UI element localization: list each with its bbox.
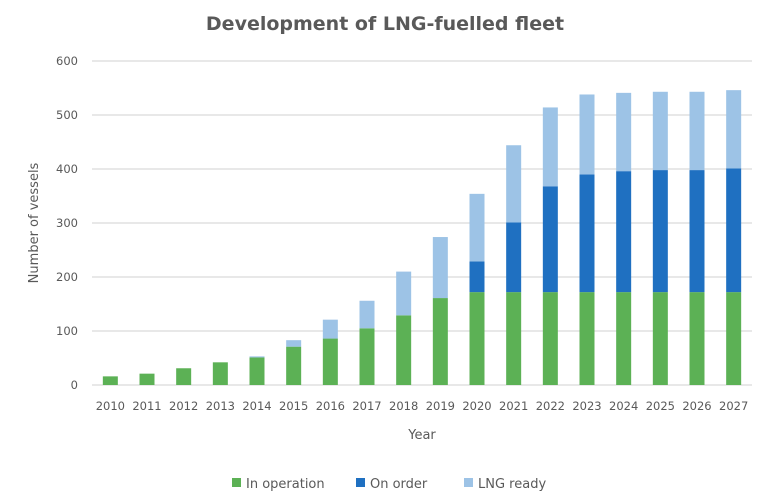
y-tick-label: 500	[56, 108, 78, 122]
x-tick-label: 2010	[96, 399, 125, 413]
bar-in-operation-2010	[102, 376, 118, 385]
y-tick-label: 300	[56, 216, 78, 230]
bar-in-operation-2017	[359, 328, 375, 385]
x-tick-label: 2016	[316, 399, 345, 413]
bar-in-operation-2018	[396, 315, 412, 385]
y-axis-label: Number of vessels	[27, 162, 42, 283]
legend-swatch-in-operation	[232, 478, 241, 487]
x-tick-label: 2024	[609, 399, 638, 413]
legend-label: In operation	[246, 477, 325, 492]
bar-lng-ready-2019	[432, 237, 448, 299]
bar-on-order-2023	[579, 174, 595, 293]
x-tick-label: 2020	[462, 399, 491, 413]
bar-lng-ready-2026	[689, 91, 705, 171]
y-tick-label: 400	[56, 162, 78, 176]
bar-lng-ready-2024	[616, 92, 632, 172]
bar-in-operation-2013	[212, 362, 228, 385]
bar-lng-ready-2027	[726, 90, 742, 169]
y-tick-label: 200	[56, 270, 78, 284]
bar-in-operation-2014	[249, 357, 265, 385]
bar-lng-ready-2015	[286, 340, 302, 347]
y-tick-label: 600	[56, 54, 78, 68]
bar-lng-ready-2025	[652, 91, 668, 171]
bar-lng-ready-2021	[506, 145, 522, 223]
bar-lng-ready-2023	[579, 94, 595, 175]
bar-lng-ready-2014	[249, 356, 265, 358]
x-tick-label: 2026	[682, 399, 711, 413]
legend-label: LNG ready	[478, 477, 546, 492]
x-tick-label: 2017	[352, 399, 381, 413]
x-tick-label: 2025	[646, 399, 675, 413]
bar-on-order-2020	[469, 261, 485, 293]
x-tick-label: 2013	[206, 399, 235, 413]
bar-lng-ready-2017	[359, 300, 375, 329]
bar-in-operation-2016	[322, 338, 338, 385]
bar-on-order-2025	[652, 170, 668, 293]
bar-in-operation-2011	[139, 373, 155, 385]
bar-in-operation-2022	[542, 292, 558, 385]
x-tick-label: 2018	[389, 399, 418, 413]
bar-in-operation-2027	[726, 292, 742, 385]
bar-in-operation-2023	[579, 292, 595, 385]
bar-lng-ready-2018	[396, 271, 412, 316]
legend-label: On order	[370, 477, 428, 492]
x-tick-label: 2021	[499, 399, 528, 413]
x-tick-label: 2015	[279, 399, 308, 413]
x-tick-label: 2019	[426, 399, 455, 413]
bar-in-operation-2021	[506, 292, 522, 385]
bar-lng-ready-2022	[542, 107, 558, 187]
x-tick-labels: 2010 2011 2012 2013 2014 2015 2016 2017 2018 2019…	[96, 399, 749, 413]
bar-lng-ready-2020	[469, 193, 485, 262]
bar-in-operation-2015	[286, 346, 302, 385]
legend: In operation On order LNG ready	[232, 477, 546, 492]
bar-in-operation-2020	[469, 292, 485, 385]
y-tick-labels: 0 100 200 300 400 500 600	[56, 54, 78, 392]
x-tick-label: 2027	[719, 399, 748, 413]
bar-in-operation-2024	[616, 292, 632, 385]
bar-in-operation-2019	[432, 298, 448, 385]
chart-title: Development of LNG-fuelled fleet	[206, 13, 564, 35]
bar-on-order-2021	[506, 222, 522, 293]
x-tick-label: 2012	[169, 399, 198, 413]
bar-in-operation-2026	[689, 292, 705, 385]
bar-on-order-2024	[616, 171, 632, 293]
bar-on-order-2026	[689, 170, 705, 293]
gridlines	[92, 60, 752, 386]
x-tick-label: 2011	[132, 399, 161, 413]
bar-in-operation-2012	[176, 368, 192, 385]
x-tick-label: 2022	[536, 399, 565, 413]
y-tick-label: 0	[71, 378, 78, 392]
bar-in-operation-2025	[652, 292, 668, 385]
bar-lng-ready-2016	[322, 319, 338, 339]
x-axis-label: Year	[407, 428, 436, 443]
bar-on-order-2022	[542, 186, 558, 293]
x-tick-label: 2014	[242, 399, 271, 413]
y-tick-label: 100	[56, 324, 78, 338]
x-tick-label: 2023	[572, 399, 601, 413]
bar-on-order-2027	[726, 168, 742, 293]
bars	[102, 90, 742, 385]
legend-swatch-lng-ready	[464, 478, 473, 487]
legend-swatch-on-order	[356, 478, 365, 487]
